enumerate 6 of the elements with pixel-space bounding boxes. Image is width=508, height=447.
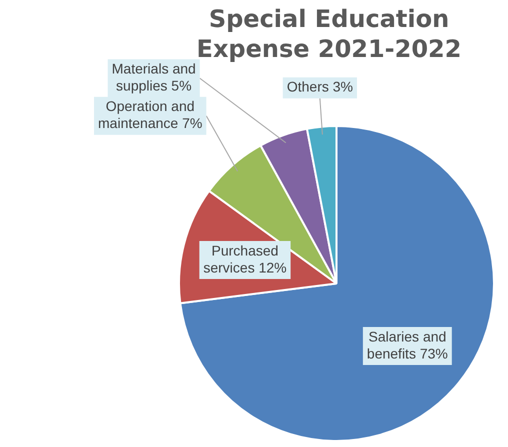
slice-label: Purchased services 12% bbox=[203, 242, 287, 276]
slice-label: Salaries and benefits 73% bbox=[366, 328, 448, 362]
slice-label: Others 3% bbox=[286, 78, 353, 95]
slice-label: Operation and maintenance 7% bbox=[98, 98, 202, 132]
chart-title: Special Education Expense 2021-2022 bbox=[196, 5, 462, 63]
slice-label: Materials and supplies 5% bbox=[112, 60, 196, 94]
